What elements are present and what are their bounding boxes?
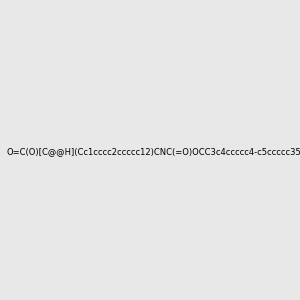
Text: O=C(O)[C@@H](Cc1cccc2ccccc12)CNC(=O)OCC3c4ccccc4-c5ccccc35: O=C(O)[C@@H](Cc1cccc2ccccc12)CNC(=O)OCC3…: [6, 147, 300, 156]
